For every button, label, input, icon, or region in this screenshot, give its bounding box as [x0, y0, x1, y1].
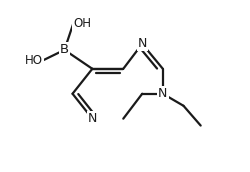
Text: OH: OH: [74, 17, 92, 30]
Text: N: N: [88, 112, 97, 125]
Text: HO: HO: [25, 54, 43, 67]
Text: N: N: [138, 37, 147, 50]
Text: N: N: [158, 87, 168, 100]
Text: B: B: [60, 43, 69, 56]
